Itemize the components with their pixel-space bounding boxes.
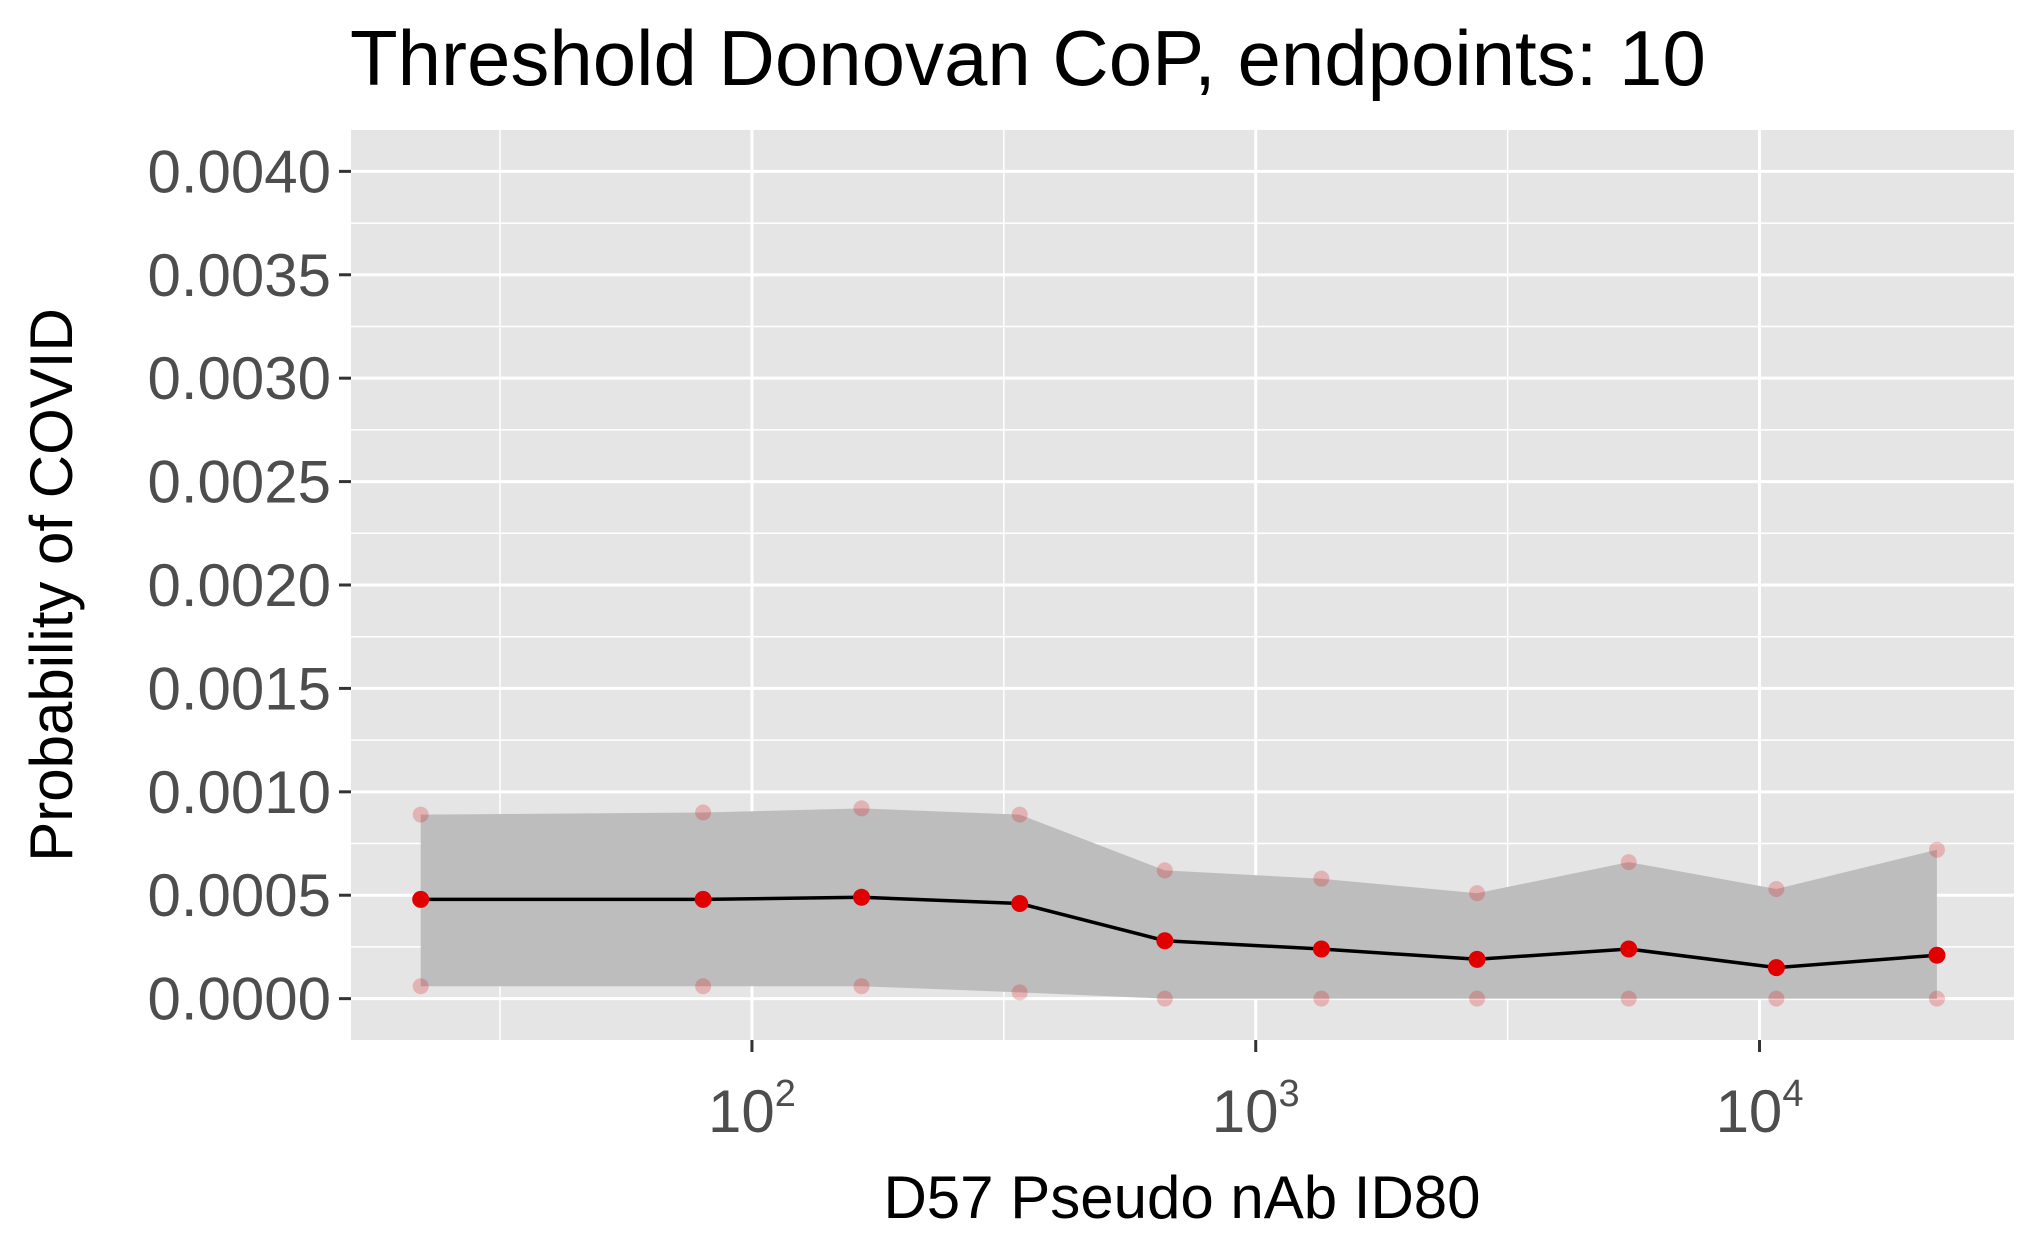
upper-bound-point bbox=[695, 804, 712, 821]
y-tick-label: 0.0005 bbox=[147, 862, 331, 929]
x-axis-title: D57 Pseudo nAb ID80 bbox=[883, 1164, 1480, 1231]
upper-bound-point bbox=[1620, 854, 1637, 871]
y-tick-label: 0.0010 bbox=[147, 759, 331, 826]
estimate-point bbox=[694, 890, 712, 908]
y-axis-title: Probability of COVID bbox=[18, 308, 85, 862]
lower-bound-point bbox=[1768, 990, 1785, 1007]
estimate-point bbox=[1011, 895, 1029, 912]
lower-bound-point bbox=[695, 978, 712, 995]
estimate-point bbox=[1156, 932, 1174, 950]
y-tick-label: 0.0025 bbox=[147, 449, 331, 516]
x-tick-label: 104 bbox=[1716, 1073, 1804, 1145]
lower-bound-point bbox=[853, 978, 870, 995]
chart-title: Threshold Donovan CoP, endpoints: 10 bbox=[350, 14, 1706, 102]
estimate-point bbox=[1468, 950, 1486, 968]
x-tick-label: 102 bbox=[708, 1073, 796, 1145]
y-tick-label: 0.0000 bbox=[147, 966, 331, 1033]
upper-bound-point bbox=[1156, 862, 1173, 879]
upper-bound-point bbox=[1011, 806, 1028, 823]
estimate-point bbox=[853, 888, 871, 906]
estimate-point bbox=[1620, 940, 1638, 958]
estimate-point bbox=[1928, 946, 1946, 964]
upper-bound-point bbox=[1469, 885, 1486, 902]
upper-bound-point bbox=[853, 800, 870, 817]
bound-points bbox=[412, 800, 1945, 1007]
estimate-point bbox=[1767, 959, 1785, 977]
y-tick-label: 0.0040 bbox=[147, 138, 331, 205]
lower-bound-point bbox=[1313, 990, 1330, 1007]
lower-bound-point bbox=[1469, 990, 1486, 1007]
upper-bound-point bbox=[412, 806, 429, 823]
lower-bound-point bbox=[1156, 990, 1173, 1007]
upper-bound-point bbox=[1928, 841, 1945, 858]
y-tick-label: 0.0015 bbox=[147, 655, 331, 722]
lower-bound-point bbox=[1620, 990, 1637, 1007]
lower-bound-point bbox=[1928, 990, 1945, 1007]
x-axis: 102 103 104 bbox=[708, 1040, 1803, 1145]
upper-bound-point bbox=[1768, 881, 1785, 898]
estimate-point bbox=[412, 890, 430, 908]
y-tick-label: 0.0035 bbox=[147, 242, 331, 309]
estimate-points bbox=[412, 888, 1946, 977]
x-tick-label: 103 bbox=[1212, 1073, 1300, 1145]
y-tick-label: 0.0030 bbox=[147, 345, 331, 412]
y-tick-label: 0.0020 bbox=[147, 552, 331, 619]
lower-bound-point bbox=[412, 978, 429, 995]
estimate-point bbox=[1312, 940, 1330, 958]
upper-bound-point bbox=[1313, 870, 1330, 887]
estimate-line bbox=[420, 895, 1938, 970]
confidence-ribbon bbox=[420, 808, 1937, 999]
lower-bound-point bbox=[1011, 984, 1028, 1001]
y-axis: 0.0000 0.0005 0.0010 0.0015 0.0020 0.0025 0.00… bbox=[147, 138, 351, 1033]
